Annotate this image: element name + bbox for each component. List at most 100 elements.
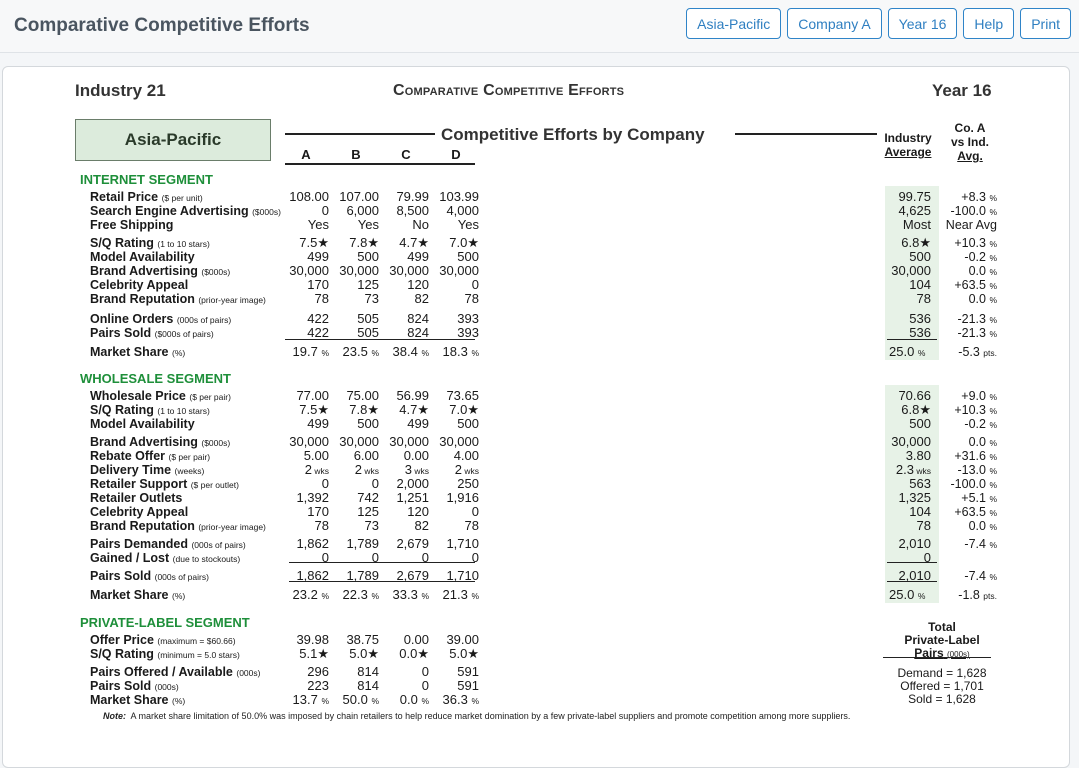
- cell-b: 742: [357, 490, 379, 505]
- cell-b: 505: [357, 325, 379, 340]
- cell-b: 814: [357, 678, 379, 693]
- pl-total-header: Total Private-Label Pairs (000s): [879, 621, 1005, 661]
- industry-avg: 0: [923, 550, 931, 565]
- cell-a: 30,000: [289, 434, 329, 449]
- row-label: Pairs Offered / Available (000s): [90, 665, 261, 679]
- cell-d: 18.3 %: [442, 344, 479, 359]
- cell-a: 170: [307, 504, 329, 519]
- cell-a: Yes: [307, 217, 329, 232]
- cell-c: 499: [407, 416, 429, 431]
- cell-b: 125: [357, 277, 379, 292]
- cell-c: 0.0★: [399, 646, 429, 661]
- vs-avg: -100.0 %: [950, 477, 997, 491]
- row-label: Free Shipping: [90, 218, 174, 232]
- cell-c: 4.7★: [399, 235, 429, 250]
- region-box: Asia-Pacific: [75, 119, 271, 161]
- cell-a: 0: [321, 203, 329, 218]
- cell-b: 30,000: [339, 434, 379, 449]
- vs-avg: -21.3 %: [957, 312, 997, 326]
- cell-a: 7.5★: [299, 235, 329, 250]
- row-label: Pairs Demanded (000s of pairs): [90, 537, 246, 551]
- cell-a: 422: [307, 311, 329, 326]
- report-title: Comparative Competitive Efforts: [393, 82, 625, 99]
- year-button[interactable]: Year 16: [887, 8, 958, 39]
- cell-c: 30,000: [389, 263, 429, 278]
- industry-avg: 500: [909, 416, 931, 431]
- cell-c: 0: [421, 664, 429, 679]
- cell-d: 4,000: [446, 203, 479, 218]
- cell-c: 2,679: [396, 536, 429, 551]
- cell-c: 0.0 %: [399, 692, 429, 707]
- cell-c: 30,000: [389, 434, 429, 449]
- vs-avg: 0.0 %: [968, 519, 997, 533]
- efforts-title: Competitive Efforts by Company: [441, 125, 705, 144]
- cell-d: 103.99: [439, 189, 479, 204]
- cell-c: 2,679: [396, 568, 429, 583]
- industry-avg: 78: [916, 291, 931, 306]
- cell-c: 8,500: [396, 203, 429, 218]
- cell-b: 0: [371, 476, 379, 491]
- vs-avg: Near Avg: [945, 218, 997, 232]
- cell-a: 5.00: [303, 448, 329, 463]
- vs-header-line3: Avg.: [957, 149, 983, 163]
- row-label: Market Share (%): [90, 345, 186, 359]
- underline: [887, 581, 937, 582]
- cell-d: 36.3 %: [442, 692, 479, 707]
- cell-c: 1,251: [396, 490, 429, 505]
- industry-avg: 30,000: [891, 263, 931, 278]
- row-label: Model Availability: [90, 250, 195, 264]
- industry-avg: 563: [909, 476, 931, 491]
- report-panel: Industry 21 Comparative Competitive Effo…: [2, 66, 1070, 768]
- cell-d: 591: [457, 664, 479, 679]
- cell-b: 814: [357, 664, 379, 679]
- help-button[interactable]: Help: [963, 8, 1015, 39]
- underline: [883, 657, 991, 658]
- industry-avg: 536: [909, 325, 931, 340]
- company-button[interactable]: Company A: [787, 8, 882, 39]
- row-label: Delivery Time (weeks): [90, 463, 205, 477]
- cell-d: 0: [471, 550, 479, 565]
- vs-header-line1: Co. A: [954, 121, 986, 135]
- cell-a: 422: [307, 325, 329, 340]
- cell-a: 39.98: [296, 632, 329, 647]
- report-year: Year 16: [932, 81, 992, 100]
- cell-d: 5.0★: [449, 646, 479, 661]
- row-label: Brand Advertising ($000s): [90, 435, 231, 449]
- cell-c: 824: [407, 325, 429, 340]
- divider-line: [285, 163, 475, 165]
- cell-d: 4.00: [453, 448, 479, 463]
- row-label: Brand Reputation (prior-year image): [90, 292, 266, 306]
- cell-b: 500: [357, 249, 379, 264]
- region-button[interactable]: Asia-Pacific: [686, 8, 782, 39]
- cell-b: 2 wks: [354, 462, 379, 477]
- row-label: S/Q Rating (1 to 10 stars): [90, 236, 210, 250]
- cell-b: 22.3 %: [342, 587, 379, 602]
- industry-avg: 99.75: [898, 189, 931, 204]
- row-label: Celebrity Appeal: [90, 505, 189, 519]
- underline: [887, 339, 937, 340]
- private-label-segment-title: PRIVATE-LABEL SEGMENT: [80, 615, 250, 630]
- cell-d: 0: [471, 277, 479, 292]
- cell-a: 77.00: [296, 388, 329, 403]
- industry-avg: 6.8★: [901, 235, 931, 250]
- underline: [285, 339, 475, 340]
- cell-d: 7.0★: [449, 235, 479, 250]
- vs-avg: +63.5 %: [954, 505, 997, 519]
- print-button[interactable]: Print: [1020, 8, 1071, 39]
- cell-d: Yes: [457, 217, 479, 232]
- cell-d: 73.65: [446, 388, 479, 403]
- pl-totals: Demand = 1,628 Offered = 1,701 Sold = 1,…: [879, 667, 1005, 706]
- vs-avg: +8.3 %: [961, 190, 997, 204]
- app-title: Comparative Competitive Efforts: [14, 15, 310, 36]
- cell-d: 1,710: [446, 536, 479, 551]
- row-label: Pairs Sold (000s): [90, 679, 179, 693]
- pl-total-line3: Pairs (000s): [879, 647, 1005, 661]
- cell-d: 2 wks: [454, 462, 479, 477]
- divider-line: [735, 133, 877, 135]
- pl-total-line2: Private-Label: [904, 633, 980, 647]
- row-label: Online Orders (000s of pairs): [90, 312, 232, 326]
- industry-avg: 536: [909, 311, 931, 326]
- industry-avg: 78: [916, 518, 931, 533]
- avg-shade: [885, 385, 939, 603]
- row-label: Brand Reputation (prior-year image): [90, 519, 266, 533]
